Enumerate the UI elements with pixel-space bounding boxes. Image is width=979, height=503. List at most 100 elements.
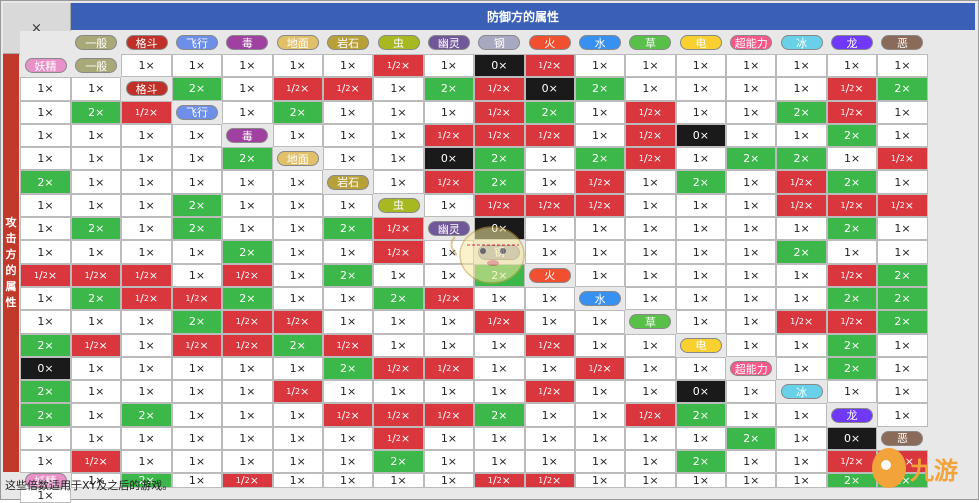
multiplier-cell: 2×: [826, 356, 878, 381]
multiplier-cell: 1×: [675, 217, 727, 241]
attack-header-char: 击: [5, 232, 17, 245]
multiplier-cell: 1×: [322, 286, 374, 311]
attack-type-header: 龙: [826, 403, 878, 427]
type-badge: 飞行: [175, 104, 218, 120]
multiplier-cell: 1×: [776, 54, 827, 78]
multiplier-cell: 2×: [71, 217, 122, 241]
multiplier-cell: 1×: [776, 263, 827, 287]
multiplier-cell: 2×: [776, 240, 827, 264]
multiplier-cell: 1×: [121, 380, 172, 404]
multiplier-cell: 1×: [826, 147, 878, 171]
multiplier-cell: 1/2×: [524, 333, 575, 357]
multiplier-cell: 1×: [121, 240, 172, 264]
multiplier-cell: 1×: [826, 380, 878, 404]
multiplier-cell: 2×: [877, 310, 928, 334]
type-badge: 妖精: [24, 58, 67, 74]
type-badge: 超能力: [730, 361, 773, 376]
attack-type-header: 毒: [222, 123, 273, 148]
type-badge: 虫: [377, 35, 420, 50]
multiplier-cell: 1×: [524, 286, 575, 311]
multiplier-cell: 1×: [574, 473, 626, 489]
multiplier-cell: 1×: [71, 240, 122, 264]
multiplier-cell: 1/2×: [877, 147, 928, 171]
multiplier-cell: 1×: [574, 380, 626, 404]
attack-type-header: 妖精: [20, 473, 71, 489]
multiplier-cell: 1×: [322, 426, 374, 451]
multiplier-cell: 1×: [121, 426, 172, 451]
multiplier-cell: 1×: [574, 403, 626, 427]
multiplier-cell: 1×: [625, 380, 676, 404]
defense-type-header: 毒: [222, 31, 273, 54]
multiplier-cell: 1×: [474, 450, 525, 474]
multiplier-cell: 1×: [625, 450, 676, 474]
multiplier-cell: 1×: [222, 450, 273, 474]
multiplier-cell: 2×: [322, 356, 374, 381]
type-badge: 毒: [226, 35, 269, 50]
multiplier-cell: 1×: [625, 286, 676, 311]
multiplier-cell: 2×: [222, 240, 273, 264]
multiplier-cell: 1×: [524, 450, 575, 474]
multiplier-cell: 1×: [675, 286, 727, 311]
multiplier-cell: 1×: [222, 426, 273, 451]
multiplier-cell: 1/2×: [474, 310, 525, 334]
multiplier-cell: 1×: [625, 77, 676, 101]
multiplier-cell: 1×: [423, 426, 475, 451]
type-badge: 冰: [780, 384, 823, 400]
multiplier-cell: 1/2×: [423, 356, 475, 381]
type-badge: 水: [579, 291, 622, 307]
multiplier-cell: 1×: [776, 286, 827, 311]
multiplier-cell: 1/2×: [524, 473, 575, 489]
multiplier-cell: 1×: [423, 100, 475, 124]
attack-type-header: 幽灵: [423, 217, 475, 241]
defense-type-header: 冰: [776, 31, 827, 54]
multiplier-cell: 1×: [726, 263, 777, 287]
multiplier-cell: 2×: [524, 100, 575, 124]
multiplier-cell: 1×: [625, 240, 676, 264]
multiplier-cell: 1×: [423, 333, 475, 357]
multiplier-cell: 1/2×: [423, 170, 475, 194]
defense-type-header: 妖精: [20, 54, 71, 78]
multiplier-cell: 1×: [373, 100, 424, 124]
multiplier-cell: 1×: [776, 450, 827, 474]
multiplier-cell: 1×: [171, 147, 223, 171]
grid-corner-spacer: [20, 31, 71, 54]
multiplier-cell: 1×: [20, 450, 71, 474]
multiplier-cell: 1×: [776, 333, 827, 357]
multiplier-cell: 1×: [121, 356, 172, 381]
multiplier-cell: 1×: [877, 217, 928, 241]
multiplier-cell: 1×: [524, 147, 575, 171]
multiplier-cell: 2×: [20, 380, 71, 404]
attack-header-char: 的: [5, 264, 17, 277]
attack-type-header: 水: [574, 286, 626, 311]
multiplier-cell: 1×: [423, 473, 475, 489]
multiplier-cell: 1/2×: [776, 310, 827, 334]
multiplier-cell: 1/2×: [625, 147, 676, 171]
multiplier-cell: 1×: [20, 193, 71, 218]
multiplier-cell: 1×: [272, 473, 323, 489]
multiplier-cell: 1/2×: [826, 450, 878, 474]
multiplier-cell: 1×: [71, 356, 122, 381]
multiplier-cell: 1×: [171, 263, 223, 287]
multiplier-cell: 1×: [474, 286, 525, 311]
multiplier-cell: 1×: [322, 240, 374, 264]
multiplier-cell: 1×: [71, 193, 122, 218]
multiplier-cell: 1×: [322, 380, 374, 404]
type-badge: 恶: [881, 35, 924, 50]
multiplier-cell: 1×: [726, 380, 777, 404]
multiplier-cell: 1×: [726, 403, 777, 427]
defense-type-header: 电: [675, 31, 727, 54]
multiplier-cell: 1×: [726, 473, 777, 489]
multiplier-cell: 1×: [574, 333, 626, 357]
multiplier-cell: 1×: [322, 310, 374, 334]
multiplier-cell: 2×: [322, 263, 374, 287]
multiplier-cell: 1×: [726, 333, 777, 357]
multiplier-cell: 1×: [675, 356, 727, 381]
multiplier-cell: 1×: [423, 450, 475, 474]
type-badge: 电: [679, 337, 722, 353]
jiuyou-logo: 九游: [872, 440, 977, 496]
multiplier-cell: 1/2×: [171, 333, 223, 357]
multiplier-cell: 1×: [776, 356, 827, 381]
multiplier-cell: 1×: [625, 193, 676, 218]
type-badge: 恶: [881, 430, 924, 446]
multiplier-cell: 1×: [121, 54, 172, 78]
